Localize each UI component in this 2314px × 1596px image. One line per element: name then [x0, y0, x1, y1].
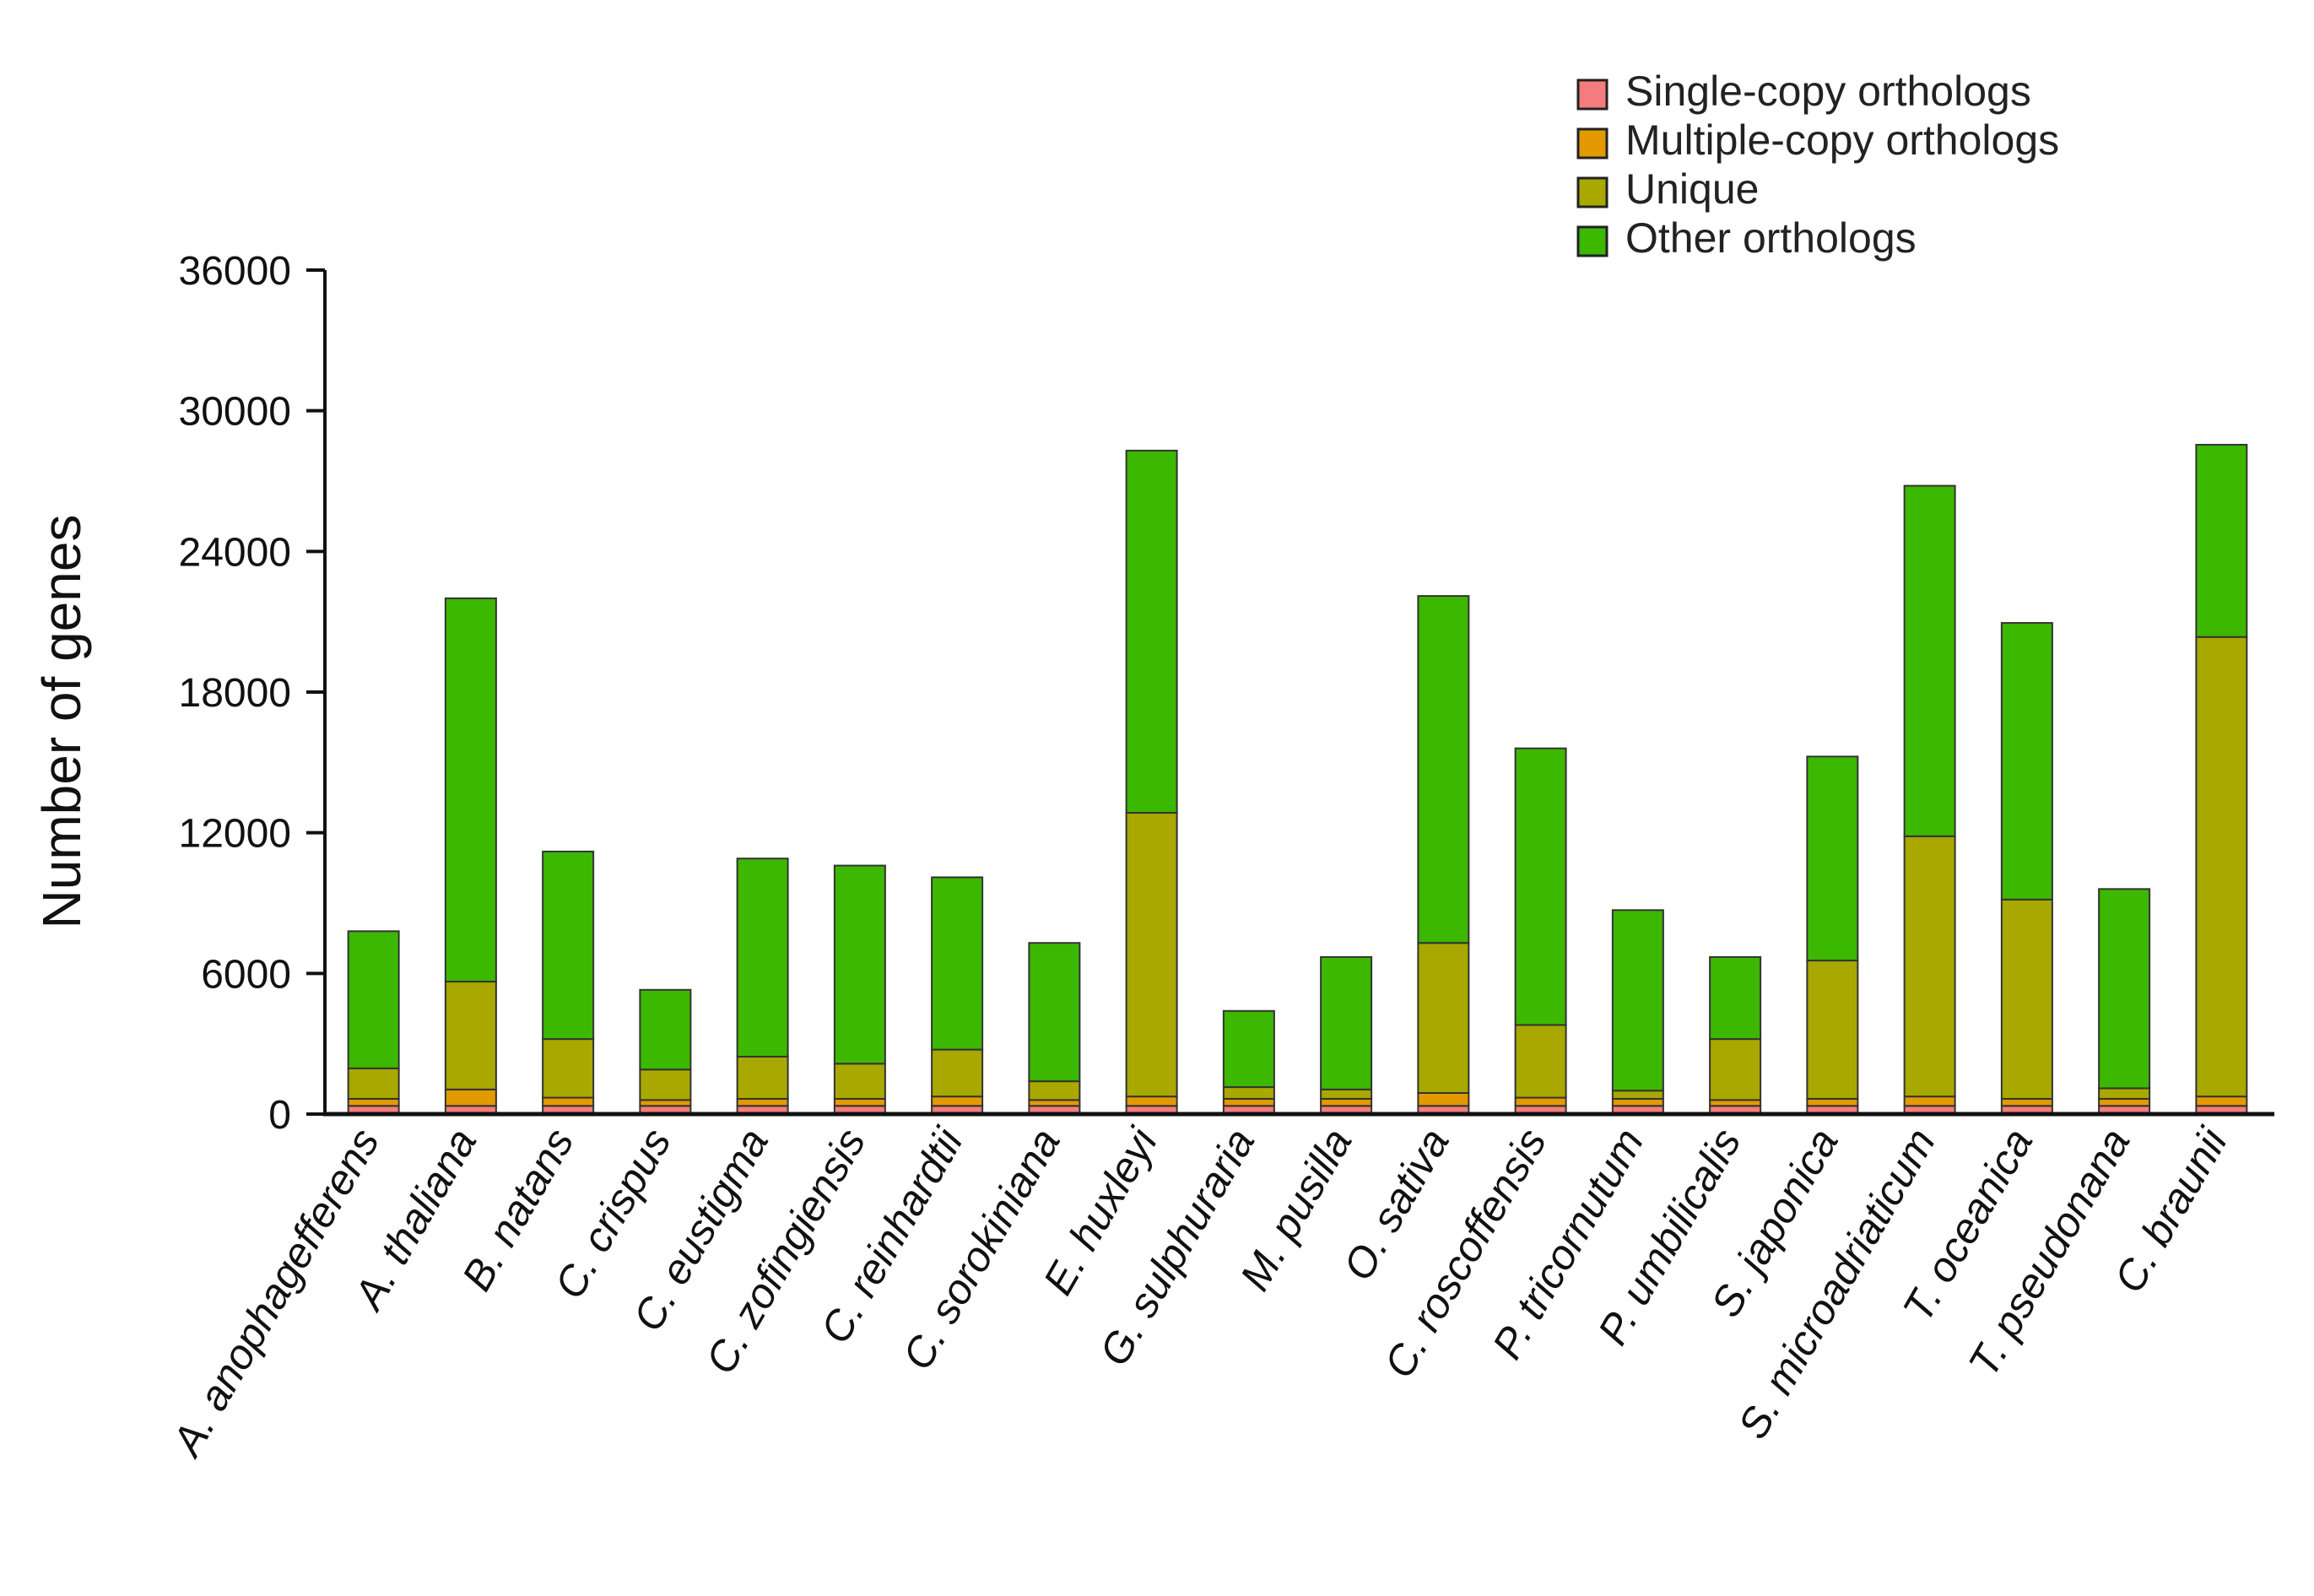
- bar-segment-other-orthologs: [2195, 443, 2248, 638]
- bar-segment-unique: [931, 1048, 984, 1098]
- bar-segment-unique: [542, 1038, 595, 1099]
- bar-segment-unique: [1514, 1024, 1567, 1099]
- bar-segment-unique: [347, 1067, 400, 1100]
- bar-segment-multiple-copy-orthologs: [1514, 1096, 1567, 1107]
- bar-segment-other-orthologs: [542, 850, 595, 1041]
- bar-segment-multiple-copy-orthologs: [444, 1088, 497, 1107]
- bar-segment-multiple-copy-orthologs: [2098, 1097, 2151, 1107]
- bar-segment-unique: [1806, 960, 1859, 1100]
- bar-segment-multiple-copy-orthologs: [1028, 1099, 1081, 1107]
- bar-segment-other-orthologs: [1709, 955, 1762, 1041]
- bar-segment-other-orthologs: [639, 988, 692, 1071]
- bar-segment-unique: [736, 1055, 789, 1100]
- bar-segment-unique: [1125, 812, 1178, 1098]
- y-tick-label: 36000: [179, 249, 291, 294]
- bar-segment-multiple-copy-orthologs: [736, 1097, 789, 1107]
- bar-segment-multiple-copy-orthologs: [1903, 1096, 1956, 1107]
- bar-segment-other-orthologs: [1514, 747, 1567, 1026]
- bar-segment-other-orthologs: [444, 597, 497, 983]
- bar-segment-unique: [1028, 1080, 1081, 1101]
- y-tick-label: 18000: [179, 671, 291, 716]
- bar-segment-multiple-copy-orthologs: [1709, 1099, 1762, 1107]
- axes: [323, 270, 2274, 1117]
- y-tick-label: 0: [268, 1093, 291, 1138]
- bars: [347, 443, 2248, 1116]
- bar-segment-multiple-copy-orthologs: [639, 1099, 692, 1107]
- bar-segment-multiple-copy-orthologs: [1320, 1097, 1373, 1107]
- y-tick-label: 12000: [179, 812, 291, 857]
- bar-segment-other-orthologs: [736, 858, 789, 1058]
- legend-label: Multiple-copy orthologs: [1625, 116, 2059, 164]
- bar-segment-multiple-copy-orthologs: [2195, 1096, 2248, 1107]
- legend-swatch: [1576, 225, 1608, 257]
- bar-segment-unique: [1320, 1088, 1373, 1100]
- bar-segment-multiple-copy-orthologs: [2000, 1097, 2053, 1107]
- bar-segment-unique: [2098, 1087, 2151, 1100]
- bar-segment-multiple-copy-orthologs: [1806, 1097, 1859, 1107]
- bar-segment-multiple-copy-orthologs: [1222, 1097, 1275, 1107]
- bar-segment-other-orthologs: [1222, 1009, 1275, 1089]
- bar-segment-unique: [444, 981, 497, 1090]
- bar-segment-unique: [1903, 835, 1956, 1098]
- bar-segment-unique: [833, 1063, 886, 1100]
- bar-segment-unique: [1709, 1038, 1762, 1101]
- bar-segment-other-orthologs: [1903, 484, 1956, 837]
- bar-segment-multiple-copy-orthologs: [833, 1097, 886, 1107]
- y-axis-title: Number of genes: [31, 515, 92, 929]
- bar-segment-other-orthologs: [347, 930, 400, 1069]
- bar-segment-other-orthologs: [1417, 595, 1470, 944]
- bar-segment-unique: [639, 1069, 692, 1101]
- legend-label: Single-copy orthologs: [1625, 68, 2031, 115]
- y-tick-label: 24000: [179, 530, 291, 575]
- y-tick-label: 30000: [179, 390, 291, 435]
- bar-segment-unique: [1222, 1086, 1275, 1100]
- bar-segment-other-orthologs: [931, 876, 984, 1051]
- bar-segment-other-orthologs: [1320, 955, 1373, 1090]
- bar-segment-multiple-copy-orthologs: [347, 1097, 400, 1107]
- bar-segment-other-orthologs: [2000, 622, 2053, 901]
- bar-segment-multiple-copy-orthologs: [1611, 1097, 1664, 1107]
- bar-segment-unique: [1417, 942, 1470, 1094]
- bar-segment-multiple-copy-orthologs: [542, 1096, 595, 1107]
- bar-segment-other-orthologs: [2098, 888, 2151, 1090]
- y-axis-ticks: 0 6000 12000 18000 24000 30000 36000: [179, 249, 325, 1138]
- bar-segment-unique: [2195, 636, 2248, 1098]
- legend-swatch: [1576, 78, 1608, 111]
- bar-segment-unique: [2000, 898, 2053, 1100]
- legend-swatch: [1576, 176, 1608, 208]
- bar-segment-multiple-copy-orthologs: [1417, 1092, 1470, 1107]
- bar-segment-unique: [1611, 1090, 1664, 1100]
- bar-segment-other-orthologs: [1806, 755, 1859, 962]
- bar-segment-other-orthologs: [1028, 942, 1081, 1083]
- legend-swatch: [1576, 127, 1608, 160]
- legend-label: Unique: [1625, 165, 1759, 213]
- bar-segment-multiple-copy-orthologs: [1125, 1096, 1178, 1107]
- bar-segment-other-orthologs: [1125, 449, 1178, 814]
- y-tick-label: 6000: [201, 952, 291, 997]
- bar-segment-other-orthologs: [833, 864, 886, 1065]
- bar-segment-multiple-copy-orthologs: [931, 1096, 984, 1107]
- bar-segment-other-orthologs: [1611, 909, 1664, 1092]
- legend-label: Other orthologs: [1625, 214, 1917, 262]
